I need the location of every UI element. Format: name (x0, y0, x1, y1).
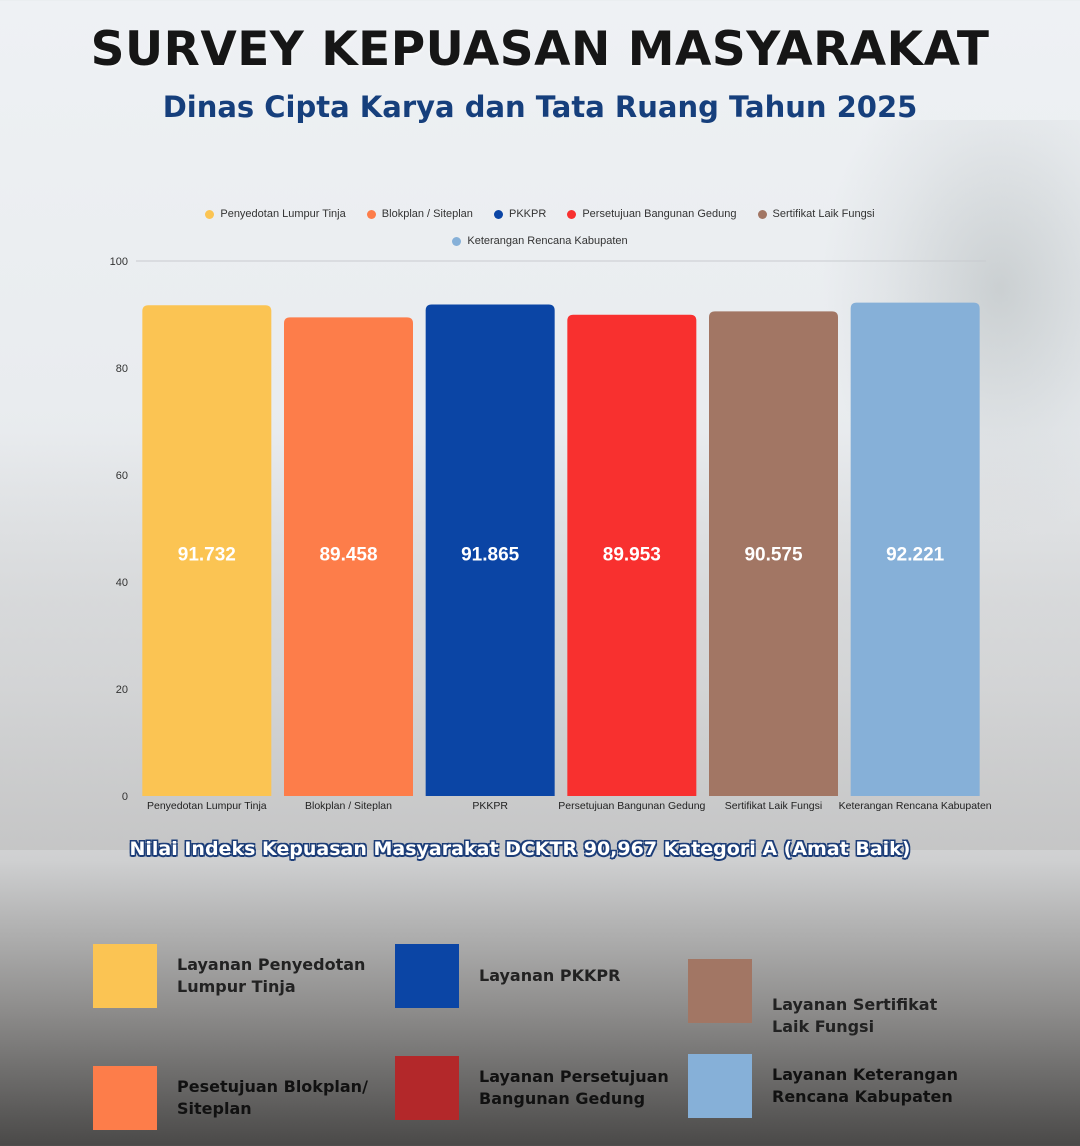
bar-value-label: 91.865 (461, 545, 520, 566)
x-tick-label: Blokplan / Siteplan (305, 800, 392, 812)
x-tick-label: Persetujuan Bangunan Gedung (558, 800, 705, 812)
legend-label: PKKPR (508, 208, 547, 220)
key-item-penyedotan: Layanan Penyedotan Lumpur Tinja (93, 944, 377, 1008)
page-subtitle: Dinas Cipta Karya dan Tata Ruang Tahun 2… (162, 90, 918, 124)
legend-label: Persetujuan Bangunan Gedung (582, 208, 737, 220)
legend-label: Penyedotan Lumpur Tinja (220, 208, 346, 220)
bar-value-label: 89.458 (319, 545, 377, 566)
key-item-pkkpr: Layanan PKKPR (395, 944, 679, 1008)
legend-item: Sertifikat Laik Fungsi (757, 208, 875, 220)
key-swatch (395, 1056, 459, 1120)
legend-dot (205, 209, 215, 219)
y-tick-label: 80 (116, 363, 128, 375)
legend-dot (567, 209, 577, 219)
legend-dot (452, 236, 462, 246)
y-tick-label: 60 (116, 470, 128, 482)
y-tick-label: 100 (110, 256, 128, 268)
chart-legend-row-2: Keterangan Rencana Kabupaten (150, 235, 930, 249)
key-label: Layanan Sertifikat Laik Fungsi (772, 995, 938, 1036)
key-item-slf: Layanan Sertifikat Laik Fungsi (688, 944, 972, 1038)
y-tick-label: 40 (116, 577, 128, 589)
legend-dot (366, 209, 376, 219)
bar (284, 317, 413, 796)
bar (567, 314, 697, 796)
page-title: SURVEY KEPUASAN MASYARAKAT (90, 22, 990, 77)
legend-item: Blokplan / Siteplan (366, 208, 473, 220)
key-label: Layanan Keterangan Rencana Kabupaten (772, 1065, 959, 1106)
key-swatch (688, 959, 752, 1023)
y-tick-label: 20 (116, 684, 128, 696)
key-item-blokplan: Pesetujuan Blokplan/ Siteplan (93, 1066, 377, 1130)
x-tick-label: PKKPR (472, 800, 508, 812)
key-item-krk: Layanan Keterangan Rencana Kabupaten (688, 1054, 972, 1118)
bar (425, 304, 555, 796)
key-swatch (93, 944, 157, 1008)
key-label: Pesetujuan Blokplan/ Siteplan (177, 1077, 368, 1118)
bar (709, 311, 838, 796)
legend-label: Keterangan Rencana Kabupaten (467, 235, 628, 247)
key-label: Layanan PKKPR (479, 966, 621, 985)
index-summary: Nilai Indeks Kepuasan Masyarakat DCKTR 9… (129, 838, 911, 860)
bar-chart: 0 20 40 60 80 100 91.732 Penyedotan Lumpur Tinj… (110, 256, 992, 812)
x-tick-label: Penyedotan Lumpur Tinja (147, 800, 267, 812)
bar-value-label: 89.953 (603, 545, 661, 566)
legend-item: Persetujuan Bangunan Gedung (567, 208, 736, 220)
key-swatch (395, 944, 459, 1008)
y-tick-label: 0 (122, 791, 128, 803)
legend-label: Sertifikat Laik Fungsi (772, 208, 875, 220)
legend-dot (757, 209, 767, 219)
key-swatch (93, 1066, 157, 1130)
bar-value-label: 91.732 (178, 545, 236, 566)
key-item-pbg: Layanan Persetujuan Bangunan Gedung (395, 1056, 679, 1120)
bar (142, 305, 272, 796)
chart-legend: Penyedotan Lumpur Tinja Blokplan / Sitep… (150, 208, 930, 222)
key-label: Layanan Penyedotan Lumpur Tinja (177, 955, 366, 996)
legend-item: Penyedotan Lumpur Tinja (205, 208, 346, 220)
x-tick-label: Sertifikat Laik Fungsi (725, 800, 822, 812)
legend-dot (493, 209, 503, 219)
bar (850, 302, 980, 796)
x-tick-label: Keterangan Rencana Kabupaten (839, 800, 992, 812)
legend-item: Keterangan Rencana Kabupaten (452, 235, 628, 247)
bar-value-label: 90.575 (744, 545, 803, 566)
legend-label: Blokplan / Siteplan (381, 208, 473, 220)
bar-value-label: 92.221 (886, 545, 945, 566)
legend-item: PKKPR (493, 208, 547, 220)
key-swatch (688, 1054, 752, 1118)
key-label: Layanan Persetujuan Bangunan Gedung (479, 1067, 669, 1108)
